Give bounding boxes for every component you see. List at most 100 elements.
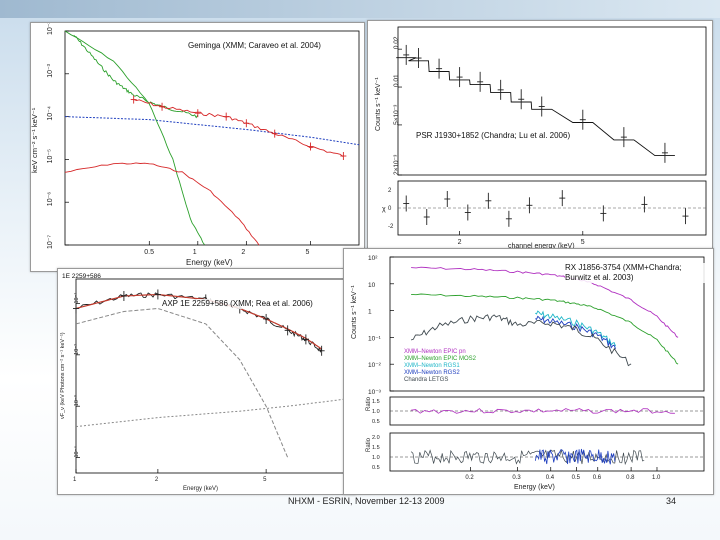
axp-data-point — [73, 303, 79, 314]
psr-spectrum-point — [436, 58, 443, 79]
psr-spectrum-point — [538, 96, 545, 117]
axp-ytick-label: 10⁻² — [74, 344, 80, 355]
psr-residual-point — [526, 197, 533, 214]
axp-data-point — [284, 325, 291, 336]
rxj-series-2-line — [535, 310, 617, 347]
chart-rxj-title: RX J1856-3754 (XMM+Chandra; Burwitz et a… — [565, 263, 705, 283]
rxj-legend-entry: XMM–Newton RGS2 — [404, 370, 460, 376]
geminga-bb-green-line — [64, 30, 205, 246]
chart-geminga-svg: 0.5 1 2 5 10⁻² 10⁻³ 10⁻⁴ 10⁻⁵ 10⁻⁶ 10⁻⁷ Energy (ke… — [31, 23, 360, 267]
rxj-ratio-ylabel: Ratio — [366, 437, 372, 452]
chart-axp-corner-label: 1E 2259+586 — [62, 273, 101, 280]
rxj-ratio-frame — [389, 432, 705, 472]
psr-plot-frame — [397, 26, 707, 176]
psr-residual-point — [559, 190, 566, 207]
chart-psr-title: PSR J1930+1852 (Chandra; Lu et al. 2006) — [416, 131, 571, 141]
axp-hard-component-line — [75, 398, 349, 428]
geminga-data-red-line — [133, 99, 344, 158]
psr-ytick-label: 2×10⁻³ — [393, 154, 400, 175]
rxj-ratio2-line — [410, 448, 645, 466]
axp-data-point — [302, 334, 309, 345]
rxj-ratio1-line — [411, 408, 675, 414]
psr-spectrum-point — [661, 142, 668, 163]
psr-residual-point — [505, 210, 512, 227]
rxj-series-3-line — [535, 315, 617, 349]
rxj-ratio-ytick-label: 1.0 — [372, 409, 380, 415]
rxj-ratio-ytick-label: 1.0 — [372, 455, 380, 461]
psr-ylabel: Counts s⁻¹ keV⁻¹ — [375, 77, 382, 131]
rxj-xtick-label: 0.2 — [465, 475, 474, 481]
geminga-data-red-point — [243, 119, 250, 128]
psr-spectrum-point — [415, 48, 422, 69]
chart-psr: 0.02 0.01 5×10⁻³ 2×10⁻³ Counts s⁻¹ keV⁻¹ 2 5 ch… — [367, 20, 713, 250]
chart-psr-svg: 0.02 0.01 5×10⁻³ 2×10⁻³ Counts s⁻¹ keV⁻¹ 2 5 ch… — [375, 26, 707, 249]
axp-ytick-label: 10⁻³ — [74, 395, 80, 406]
psr-spectrum-point — [579, 109, 586, 130]
psr-ytick-label: 0.01 — [393, 74, 400, 87]
axp-data-point — [120, 290, 127, 301]
rxj-legend-entry: XMM–Newton EPIC pn — [404, 349, 466, 355]
psr-spectrum-point — [518, 89, 525, 110]
psr-residual-ytick-label: -2 — [388, 224, 394, 230]
rxj-ytick-label: 10 — [368, 282, 376, 289]
geminga-ytick-label: 10⁻⁴ — [47, 106, 54, 121]
rxj-ratio-ytick-label: 1.5 — [372, 445, 380, 451]
chart-geminga: 0.5 1 2 5 10⁻² 10⁻³ 10⁻⁴ 10⁻⁵ 10⁻⁶ 10⁻⁷ Energy (ke… — [30, 22, 365, 272]
rxj-ytick-label: 1 — [368, 309, 372, 316]
rxj-xtick-label: 1.0 — [652, 475, 661, 481]
geminga-data-red-point — [271, 129, 278, 138]
geminga-plot-frame — [64, 30, 360, 246]
chart-geminga-title: Geminga (XMM; Caraveo et al. 2004) — [188, 41, 321, 51]
rxj-plot-frame — [389, 256, 705, 392]
geminga-powerlaw-line — [64, 116, 360, 146]
axp-xtick-label: 2 — [155, 477, 159, 483]
geminga-data-red-point — [130, 95, 137, 104]
geminga-xlabel: Energy (keV) — [186, 258, 233, 267]
psr-xlabel: channel energy (keV) — [508, 243, 575, 249]
geminga-data-red-point — [223, 112, 230, 121]
psr-spectrum-point — [620, 127, 627, 148]
rxj-ratio-ytick-label: 0.5 — [372, 419, 380, 425]
geminga-data-red-point — [194, 109, 201, 118]
psr-spectrum-point — [403, 44, 410, 65]
axp-data-point — [318, 345, 325, 356]
axp-data-point — [263, 313, 270, 324]
chart-rxj-svg: 10² 10 1 10⁻¹ 10⁻² 10⁻³ Counts s⁻¹ keV⁻¹ XMM–Ne… — [351, 255, 705, 491]
geminga-ylabel: keV cm⁻² s⁻¹ keV⁻¹ — [31, 107, 39, 173]
geminga-ytick-label: 10⁻³ — [47, 63, 54, 77]
psr-residual-ylabel: χ — [382, 206, 386, 213]
rxj-xtick-label: 0.5 — [572, 475, 581, 481]
rxj-xtick-label: 0.4 — [546, 475, 555, 481]
psr-residual-point — [423, 209, 430, 225]
geminga-xtick-label: 5 — [305, 249, 309, 256]
psr-residual-point — [600, 205, 607, 222]
psr-xtick-label: 5 — [581, 239, 585, 246]
psr-residual-ytick-label: 2 — [388, 188, 392, 194]
rxj-series-1-line — [411, 293, 679, 365]
geminga-ytick-label: 10⁻⁵ — [47, 149, 54, 163]
chart-axp-title: AXP 1E 2259+586 (XMM; Rea et al. 2006) — [162, 299, 313, 309]
geminga-xtick-label: 1 — [193, 249, 197, 256]
rxj-ytick-label: 10⁻² — [368, 362, 382, 369]
psr-residual-ytick-label: 0 — [388, 206, 392, 212]
psr-residual-point — [682, 208, 689, 225]
geminga-ytick-label: 10⁻² — [47, 23, 54, 35]
slide-top-band — [0, 0, 720, 18]
rxj-xlabel: Energy (keV) — [514, 484, 555, 491]
axp-data-point — [154, 289, 161, 300]
rxj-ratio-ytick-label: 0.5 — [372, 465, 380, 471]
rxj-ytick-label: 10⁻³ — [368, 389, 382, 396]
rxj-xtick-label: 0.6 — [593, 475, 602, 481]
geminga-ytick-label: 10⁻⁶ — [47, 192, 54, 206]
psr-residual-point — [485, 192, 492, 209]
geminga-data-red-point — [307, 142, 314, 151]
footer-text: NHXM - ESRIN, November 12-13 2009 — [288, 496, 445, 506]
axp-ylabel: νF_ν (keV Photons cm⁻² s⁻¹ keV⁻¹) — [60, 332, 66, 419]
rxj-ylabel: Counts s⁻¹ keV⁻¹ — [351, 285, 358, 339]
rxj-ytick-label: 10⁻¹ — [368, 335, 382, 342]
geminga-data-red-point — [159, 102, 166, 111]
rxj-ratio-ylabel: Ratio — [366, 396, 372, 411]
psr-residual-point — [464, 204, 471, 221]
chart-rxj: 10² 10 1 10⁻¹ 10⁻² 10⁻³ Counts s⁻¹ keV⁻¹ XMM–Ne… — [343, 248, 714, 495]
